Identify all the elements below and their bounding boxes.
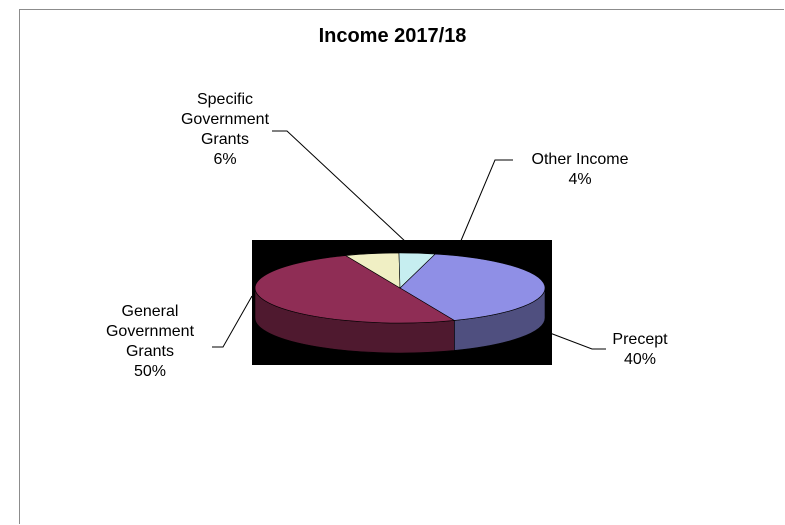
label-line: Other Income bbox=[531, 151, 629, 168]
label-line: Precept bbox=[612, 331, 668, 348]
leader-line-general bbox=[212, 295, 253, 348]
chart-title: Income 2017/18 bbox=[318, 25, 467, 47]
label-line: Specific bbox=[196, 91, 254, 108]
label-line: Government bbox=[105, 323, 195, 340]
pie-slice-general-government-grants bbox=[255, 255, 456, 324]
data-label-specific-government-grants: Specific Government Grants 6% bbox=[160, 90, 290, 170]
data-label-general-government-grants: General Government Grants 50% bbox=[80, 302, 220, 382]
pie-slice-other-income bbox=[398, 252, 436, 289]
leader-line-specific bbox=[272, 130, 408, 244]
label-percent: 50% bbox=[133, 363, 167, 380]
data-label-other-income: Other Income 4% bbox=[505, 150, 655, 190]
label-percent: 6% bbox=[213, 151, 237, 168]
label-line: Government bbox=[180, 111, 270, 128]
label-line: Grants bbox=[125, 343, 174, 360]
leader-line-precept bbox=[541, 329, 606, 350]
data-label-precept: Precept 40% bbox=[600, 330, 680, 370]
label-percent: 4% bbox=[568, 171, 592, 188]
pie-slice-precept bbox=[399, 253, 546, 321]
label-line: Grants bbox=[200, 131, 249, 148]
leader-line-other bbox=[459, 159, 513, 244]
label-line: General bbox=[121, 303, 179, 320]
label-percent: 40% bbox=[623, 351, 657, 368]
